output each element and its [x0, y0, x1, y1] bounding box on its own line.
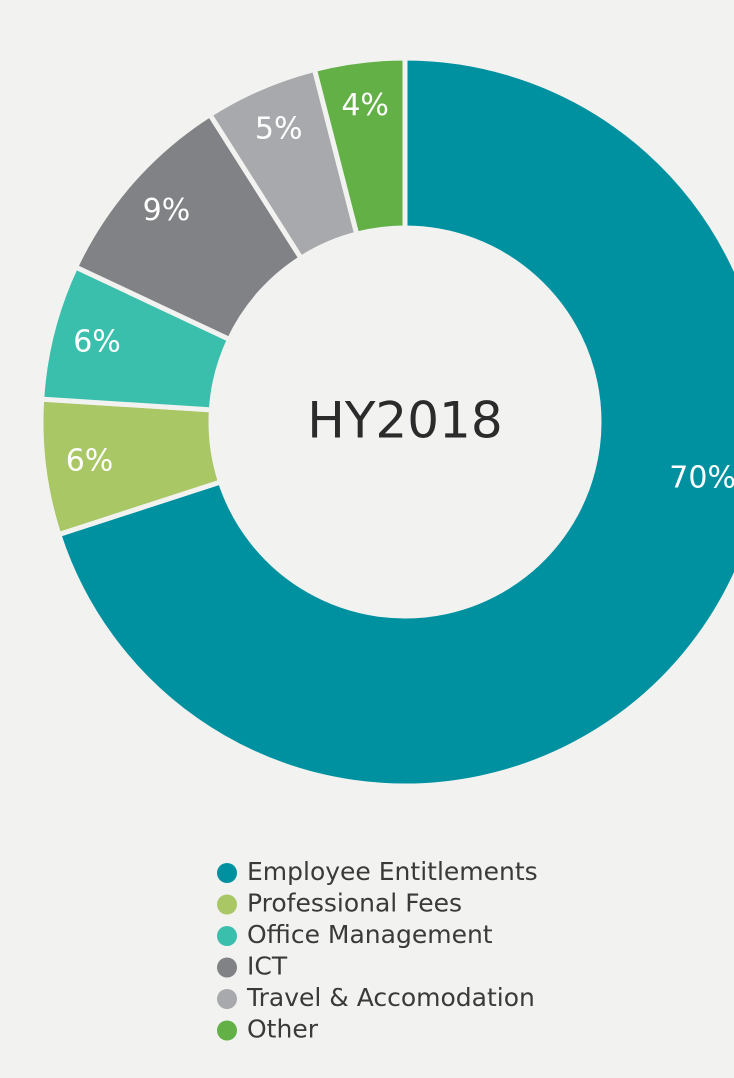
legend-label: ICT — [247, 952, 288, 981]
legend-swatch — [217, 957, 237, 978]
legend-swatch — [217, 1020, 237, 1041]
center-label: HY2018 — [307, 392, 502, 450]
legend-label: Employee Entitlements — [247, 857, 538, 886]
legend-label: Office Management — [247, 920, 493, 949]
legend-label: Travel & Accomodation — [246, 983, 535, 1012]
value-label: 9% — [143, 193, 191, 228]
donut-slice — [311, 55, 408, 238]
legend-swatch — [217, 989, 237, 1009]
legend-label: Professional Fees — [247, 889, 462, 918]
value-label: 6% — [66, 443, 114, 478]
value-label: 70% — [669, 460, 734, 495]
value-label: 5% — [255, 112, 303, 147]
value-label: 4% — [341, 88, 389, 123]
legend-swatch — [217, 926, 237, 946]
legend-swatch — [217, 894, 237, 915]
donut-slice — [55, 55, 734, 789]
slices — [38, 55, 734, 789]
value-label: 6% — [73, 324, 121, 359]
legend-swatch — [217, 863, 237, 883]
legend-label: Other — [247, 1015, 319, 1044]
